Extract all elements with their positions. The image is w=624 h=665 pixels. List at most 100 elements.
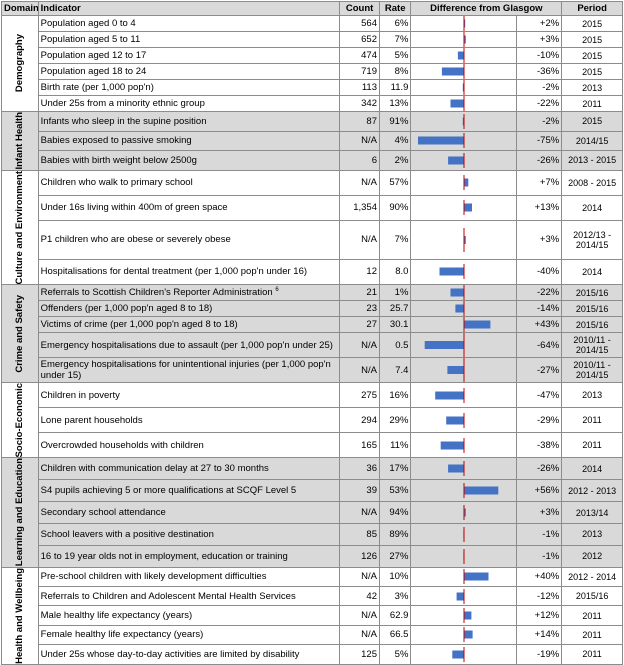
difference-bar [464,320,491,329]
table-row: P1 children who are obese or severely ob… [2,219,623,260]
indicator-cell: Population aged 18 to 24 [37,63,341,80]
indicator-text: Referrals to Children and Adolescent Men… [40,590,296,602]
indicator-text: Children who walk to primary school [40,177,193,189]
count-cell: N/A [339,332,380,359]
indicator-text: Victims of crime (per 1,000 pop'n aged 8… [40,319,238,331]
table-row: Learning and Education Children with comm… [1,457,623,568]
domain-text: Infant Health [14,112,26,170]
difference-value: -27% [516,357,563,384]
period-cell: 2013 [561,522,623,546]
difference-value: -64% [516,332,563,359]
table-row: Female healthy life expectancy (years) N/… [2,624,623,646]
domain-label: Health and Wellbeing [1,566,39,665]
rate-cell: 13% [378,95,412,112]
difference-bar [439,267,465,276]
indicator-cell: P1 children who are obese or severely ob… [37,219,341,260]
count-cell: 6 [339,150,380,171]
indicator-cell: Infants who sleep in the supine position [37,111,341,132]
count-cell: 342 [339,95,380,112]
indicator-cell: Population aged 5 to 11 [37,31,341,48]
rate-cell: 62.9 [378,605,412,626]
table-row: Population aged 5 to 11 652 7% +3% 2015 [2,31,623,48]
rate-cell: 16% [378,382,412,409]
indicator-cell: Pre-school children with likely developm… [37,566,341,588]
difference-bar-cell [410,169,518,196]
count-cell: N/A [339,501,380,524]
indicator-cell: Hospitalisations for dental treatment (p… [37,258,341,286]
period-cell: 2012 - 2014 [561,566,623,588]
difference-bar-chart [450,96,465,111]
count-cell: N/A [339,169,380,196]
difference-bar-chart [463,32,467,47]
difference-bar-cell [410,586,518,607]
table-row: Emergency hospitalisations due to assaul… [2,332,623,359]
difference-bar-chart [418,133,465,149]
rate-cell: 6% [378,15,412,32]
difference-value: +7% [516,169,563,196]
table-row: Under 25s whose day-to-day activities ar… [2,644,623,665]
difference-bar-cell [410,300,518,318]
count-cell: N/A [339,566,380,588]
period-cell: 2013 [561,79,623,96]
difference-bar [458,51,465,60]
difference-bar [457,592,465,601]
difference-bar-cell [410,31,518,48]
rate-cell: 11% [378,432,412,459]
difference-bar [464,19,466,28]
table-row: Under 25s from a minority ethnic group 34… [2,95,623,112]
difference-bar-chart [463,627,474,643]
period-cell: 2012 - 2013 [561,479,623,503]
indicator-text: Female healthy life expectancy (years) [40,629,204,641]
period-cell: 2013 - 2015 [561,150,623,171]
difference-value: -1% [516,544,563,568]
count-cell: 42 [339,586,380,607]
rate-cell: 4% [378,130,412,151]
count-cell: 165 [339,432,380,459]
indicator-text: Children with communication delay at 27 … [40,463,269,475]
difference-value: -22% [516,95,563,112]
rate-cell: 5% [378,47,412,64]
rate-cell: 5% [378,644,412,665]
difference-value: -26% [516,457,563,481]
difference-bar [441,441,465,450]
indicator-cell: 16 to 19 year olds not in employment, ed… [37,544,341,568]
count-cell: 21 [339,284,380,302]
difference-value: -47% [516,382,563,409]
period-cell: 2014 [561,457,623,481]
count-cell: 719 [339,63,380,80]
table-row: Socio-Economic Children in poverty 275 16% -… [1,382,623,459]
difference-bar [464,235,467,244]
count-cell: 126 [339,544,380,568]
indicator-text: Population aged 18 to 24 [40,66,147,77]
table-row: Population aged 18 to 24 719 8% -36% 2015 [2,63,623,80]
difference-bar-cell [410,357,518,384]
count-cell: N/A [339,624,380,646]
difference-bar [464,486,499,495]
difference-value: +43% [516,316,563,334]
period-cell: 2013 [561,382,623,409]
indicator-text: Population aged 5 to 11 [40,34,141,45]
rate-cell: 7% [378,31,412,48]
count-cell: N/A [339,357,380,384]
difference-bar-cell [410,194,518,221]
indicator-text: Under 25s from a minority ethnic group [40,98,205,109]
period-cell: 2011 [561,95,623,112]
count-cell: 87 [339,111,380,132]
count-cell: 113 [339,79,380,96]
difference-bar-chart [463,175,469,191]
difference-bar-cell [410,79,518,96]
difference-bar-chart [439,264,465,280]
rate-cell: 2% [378,150,412,171]
difference-value: +2% [516,15,563,32]
difference-bar [464,572,489,581]
difference-bar-chart [446,412,465,428]
period-cell: 2011 [561,605,623,626]
indicator-text: Hospitalisations for dental treatment (p… [40,266,308,278]
period-cell: 2015 [561,47,623,64]
count-cell: 85 [339,522,380,546]
difference-bar-chart [463,317,491,332]
difference-bar-cell [410,479,518,503]
difference-value: +14% [516,624,563,646]
period-cell: 2015 [561,111,623,132]
rate-cell: 10% [378,566,412,588]
